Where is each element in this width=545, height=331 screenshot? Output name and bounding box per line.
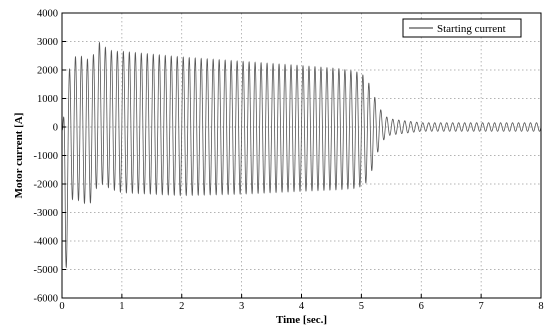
x-tick-label: 8 — [538, 301, 543, 312]
series-starting-current-line — [61, 41, 542, 269]
y-axis-label: Motor current [A] — [13, 113, 25, 199]
x-axis-label: Time [sec.] — [276, 314, 327, 326]
axis-ticks: 0 1 2 3 4 5 6 7 8 -6000 -5000 -4000 -3000 -2000 -1000 0… — [34, 9, 544, 313]
y-tick-label: -4000 — [34, 237, 59, 248]
plot-frame — [61, 12, 542, 299]
grid — [62, 13, 541, 298]
x-tick-label: 5 — [359, 301, 364, 312]
y-tick-label: -6000 — [34, 294, 59, 305]
x-tick-label: 1 — [119, 301, 124, 312]
x-tick-label: 4 — [299, 301, 305, 312]
x-tick-label: 2 — [179, 301, 184, 312]
x-tick-label: 0 — [59, 301, 64, 312]
y-tick-label: 0 — [53, 123, 58, 134]
y-tick-label: 2000 — [37, 66, 58, 77]
y-tick-label: -5000 — [34, 265, 59, 276]
x-tick-label: 3 — [239, 301, 244, 312]
y-tick-label: 3000 — [37, 37, 58, 48]
legend: Starting current — [402, 18, 522, 38]
y-tick-label: -2000 — [34, 180, 59, 191]
y-tick-label: -3000 — [34, 208, 59, 219]
plot-area — [61, 41, 542, 269]
x-tick-label: 7 — [479, 301, 484, 312]
y-tick-label: 1000 — [37, 94, 58, 105]
legend-box — [402, 18, 522, 38]
x-tick-label: 6 — [419, 301, 424, 312]
y-tick-label: -1000 — [34, 151, 59, 162]
legend-label: Starting current — [437, 23, 506, 35]
y-tick-label: 4000 — [37, 9, 58, 20]
